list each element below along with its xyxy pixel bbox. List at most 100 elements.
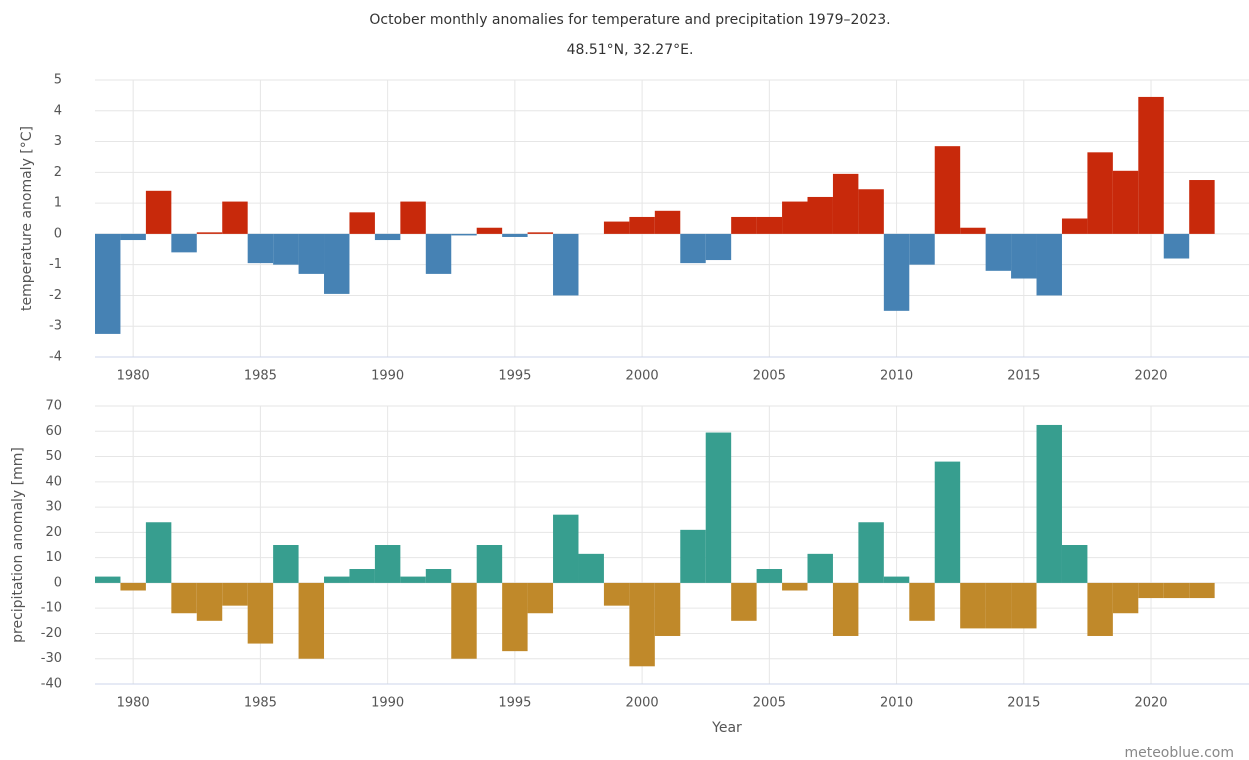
chart-subtitle: 48.51°N, 32.27°E. <box>567 42 694 58</box>
bar <box>1087 152 1113 234</box>
chart-title: October monthly anomalies for temperatur… <box>369 12 890 28</box>
x-tick-label: 1985 <box>244 369 277 384</box>
bar <box>654 582 681 636</box>
bar <box>807 196 833 234</box>
x-tick-label: 2000 <box>626 696 659 711</box>
bar <box>1036 233 1062 296</box>
bar <box>832 582 859 636</box>
bar <box>1112 170 1139 234</box>
y-tick-label: -2 <box>49 288 62 303</box>
y-tick-label: 50 <box>45 449 62 464</box>
y-tick-label: 70 <box>45 399 62 414</box>
x-tick-label: 2010 <box>880 696 913 711</box>
bar <box>527 582 554 614</box>
x-tick-label: 2020 <box>1134 696 1167 711</box>
y-tick-label: -4 <box>49 350 62 365</box>
bar <box>1138 582 1164 599</box>
bar <box>120 233 146 241</box>
bar <box>196 582 223 621</box>
bar <box>374 545 401 583</box>
bar <box>1163 582 1190 599</box>
y-tick-label: 3 <box>54 134 62 149</box>
bar <box>756 569 783 583</box>
bar <box>425 233 452 274</box>
bar <box>756 216 783 234</box>
bar <box>883 233 910 311</box>
x-tick-label: 2015 <box>1007 696 1040 711</box>
bar <box>349 569 375 583</box>
bar <box>553 514 579 583</box>
bar <box>960 582 986 629</box>
x-tick-label: 1995 <box>498 369 531 384</box>
bar <box>171 233 197 253</box>
bar <box>731 582 757 621</box>
bar <box>451 582 477 659</box>
x-tick-label: 1995 <box>498 696 531 711</box>
bar <box>324 233 350 294</box>
bar <box>273 545 299 583</box>
x-tick-label: 2010 <box>880 369 913 384</box>
bar <box>1163 233 1190 259</box>
bar <box>476 227 503 234</box>
bar <box>1087 582 1113 636</box>
bar <box>832 173 859 234</box>
x-tick-label: 2020 <box>1134 369 1167 384</box>
bar <box>120 582 146 591</box>
bar <box>502 233 528 237</box>
y-tick-label: 1 <box>54 196 62 211</box>
y-tick-label: 4 <box>54 103 62 118</box>
x-tick-label: 1980 <box>117 696 150 711</box>
bar <box>247 233 274 264</box>
y-tick-label: 20 <box>45 525 62 540</box>
bar <box>1061 545 1088 583</box>
bar <box>985 582 1012 629</box>
x-tick-label: 2005 <box>753 696 786 711</box>
y-tick-label: 30 <box>45 500 62 515</box>
bar <box>1011 582 1037 629</box>
bar <box>807 553 833 583</box>
bar <box>578 553 604 583</box>
y-axis-label: precipitation anomaly [mm] <box>10 447 26 643</box>
y-tick-label: 0 <box>54 226 62 241</box>
bar <box>909 582 935 621</box>
bar <box>782 582 808 591</box>
bar <box>273 233 299 265</box>
bar <box>680 233 706 264</box>
y-tick-label: -1 <box>49 257 62 272</box>
bar <box>171 582 197 614</box>
bar <box>858 522 884 583</box>
bar <box>222 582 248 606</box>
bar <box>145 190 172 234</box>
y-tick-label: 60 <box>45 424 62 439</box>
bar <box>502 582 528 652</box>
bar <box>95 233 121 334</box>
x-axis-label: Year <box>711 720 742 736</box>
bar <box>883 576 910 583</box>
source: meteoblue.com <box>1124 745 1234 760</box>
bar <box>527 232 554 234</box>
bar <box>934 146 961 234</box>
y-tick-label: 10 <box>45 550 62 565</box>
x-tick-label: 2015 <box>1007 369 1040 384</box>
y-tick-label: 0 <box>54 575 62 590</box>
bar <box>960 227 986 234</box>
bar <box>909 233 935 265</box>
bar <box>95 576 121 583</box>
bar <box>1112 582 1139 614</box>
bar <box>247 582 274 644</box>
y-tick-label: -20 <box>41 626 62 641</box>
bar <box>476 545 503 583</box>
x-tick-label: 2005 <box>753 369 786 384</box>
x-tick-label: 2000 <box>626 369 659 384</box>
bar <box>680 529 706 583</box>
bar <box>553 233 579 296</box>
bar <box>1036 424 1062 583</box>
x-tick-label: 1990 <box>371 369 404 384</box>
bar <box>654 210 681 234</box>
bar <box>985 233 1012 271</box>
y-tick-label: -3 <box>49 319 62 334</box>
bar <box>425 569 452 583</box>
bar <box>196 232 223 234</box>
bar <box>400 201 426 234</box>
